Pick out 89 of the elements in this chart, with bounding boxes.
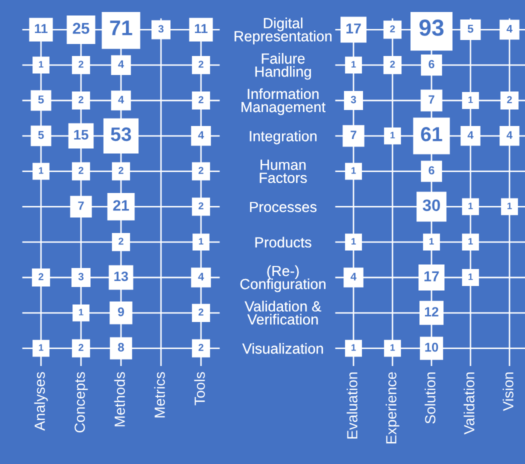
data-label: 7	[78, 202, 84, 210]
data-label: 1	[352, 238, 356, 245]
data-label: 2	[78, 60, 84, 68]
x-tick-label: Tools	[194, 372, 205, 406]
data-label: 12	[424, 307, 438, 316]
x-tick-label: Solution	[424, 372, 436, 424]
data-label: 2	[390, 25, 395, 32]
data-label: 25	[72, 22, 90, 34]
data-label: 30	[422, 199, 440, 212]
data-label: 4	[468, 131, 474, 139]
data-label: 1	[468, 96, 473, 103]
data-label: 2	[198, 202, 204, 210]
data-label: 5	[38, 96, 44, 104]
data-label: 1	[39, 344, 44, 351]
data-label: 6	[428, 60, 434, 68]
data-label: 1	[390, 344, 395, 351]
data-label: 1	[39, 167, 44, 174]
y-tick-label: Validation & Verification	[244, 300, 322, 325]
data-label: 21	[113, 200, 129, 211]
data-label: 4	[506, 25, 512, 33]
data-label: 1	[508, 202, 512, 210]
data-label: 4	[118, 96, 124, 104]
data-label: 4	[350, 272, 356, 280]
data-label: 4	[506, 131, 512, 139]
data-label: 8	[118, 342, 124, 352]
data-label: 1	[430, 238, 434, 245]
y-tick-label: Human Factors	[260, 160, 307, 183]
data-label: 13	[114, 272, 128, 282]
data-label: 15	[74, 130, 88, 140]
data-label: 1	[79, 308, 84, 316]
data-label: 6	[428, 166, 434, 174]
data-label: 2	[198, 60, 204, 68]
data-label: 1	[199, 238, 204, 245]
data-label: 1	[468, 274, 473, 280]
data-label: 4	[198, 272, 204, 280]
data-label: 10	[425, 342, 438, 352]
data-label: 5	[38, 131, 44, 139]
x-tick-label: Experience	[386, 372, 400, 444]
data-label: 4	[118, 60, 124, 68]
data-label: 7	[350, 130, 356, 139]
data-label: 17	[424, 271, 439, 282]
x-tick-label: Metrics	[154, 372, 165, 418]
data-label: 93	[419, 20, 444, 36]
y-tick-label: Visualization	[242, 343, 323, 354]
data-label: 2	[198, 96, 204, 104]
data-label: 1	[352, 167, 356, 174]
data-label: 2	[78, 166, 84, 174]
data-label: 71	[110, 20, 132, 36]
x-tick-label: Analyses	[34, 372, 48, 431]
y-tick-label: Processes	[250, 202, 317, 212]
data-label: 2	[198, 344, 204, 351]
data-label: 11	[34, 24, 48, 34]
y-tick-label: Failure Handling	[255, 53, 311, 80]
data-label: 61	[421, 127, 442, 142]
y-tick-label: (Re-) Configuration	[240, 265, 326, 292]
data-label: 17	[346, 24, 361, 34]
data-label: 1	[468, 202, 473, 210]
x-tick-label: Vision	[502, 372, 514, 411]
data-label: 9	[118, 307, 124, 316]
data-label: 2	[78, 96, 84, 104]
data-label: 4	[198, 131, 204, 139]
data-label: 1	[468, 238, 473, 245]
data-label: 2	[118, 238, 124, 245]
data-label: 1	[39, 61, 44, 68]
data-label: 2	[78, 344, 84, 351]
data-label: 11	[194, 24, 208, 34]
data-label: 2	[507, 96, 512, 104]
data-label: 3	[350, 96, 356, 104]
x-tick-label: Concepts	[74, 372, 88, 432]
data-label: 2	[38, 273, 44, 280]
x-tick-label: Evaluation	[346, 372, 358, 438]
y-tick-label: Information Management	[242, 88, 326, 116]
data-label: 7	[428, 95, 434, 104]
y-tick-label: Integration	[250, 130, 317, 144]
data-label: 3	[78, 272, 84, 280]
data-label: 1	[352, 344, 356, 351]
data-label: 53	[110, 127, 132, 142]
data-label: 5	[468, 24, 474, 33]
data-label: 1	[390, 132, 395, 138]
y-tick-label: Digital Representation	[234, 18, 332, 44]
data-label: 2	[390, 60, 395, 68]
data-label: 2	[118, 166, 124, 174]
data-label: 1	[352, 61, 356, 68]
x-tick-label: Validation	[464, 372, 474, 434]
x-tick-label: Methods	[114, 372, 125, 426]
data-label: 2	[198, 166, 204, 174]
y-tick-label: Products	[255, 236, 312, 248]
data-label: 3	[158, 25, 164, 33]
data-label: 2	[198, 308, 204, 316]
